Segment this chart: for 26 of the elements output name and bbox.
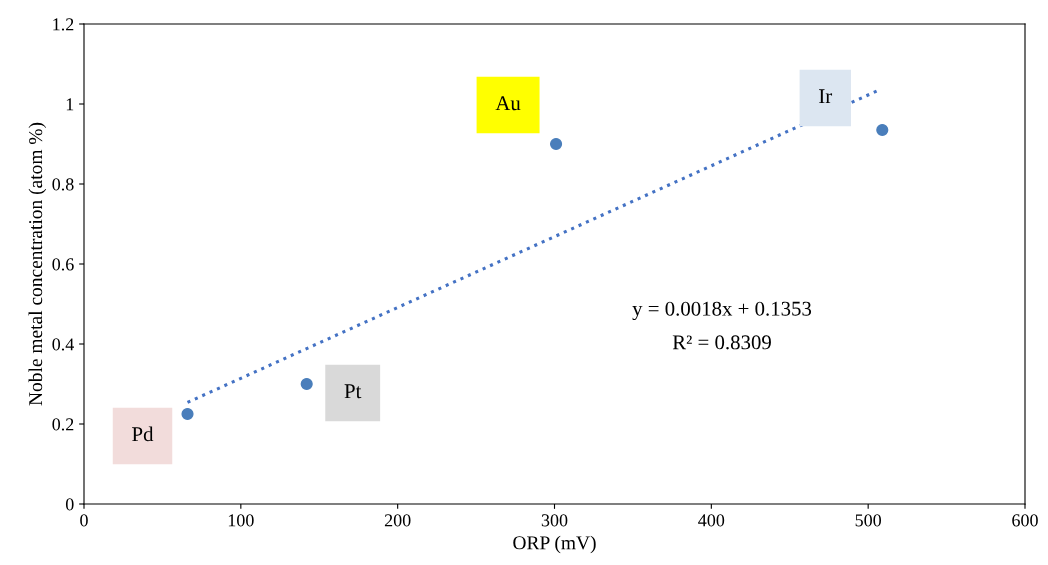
x-tick-label: 200 <box>384 514 411 527</box>
y-tick-label: 1 <box>66 98 74 111</box>
x-tick-label: 400 <box>698 514 725 527</box>
y-tick-label: 0.2 <box>52 418 74 431</box>
y-tick-label: 0.4 <box>52 338 74 351</box>
point <box>300 377 313 391</box>
x-tick-label: 300 <box>541 514 568 527</box>
annotation: R² = 0.8309 <box>672 335 771 350</box>
point <box>181 407 194 421</box>
x-tick-label: 500 <box>855 514 882 527</box>
annotation: Pt <box>344 384 362 399</box>
point <box>876 123 889 137</box>
annotation: Au <box>495 96 521 111</box>
x-tick-label: 0 <box>80 514 88 527</box>
annotation: Pd <box>132 426 154 442</box>
x-tick-label: 600 <box>1012 514 1038 527</box>
y-tick-label: 0.6 <box>52 258 74 271</box>
x-tick-label: 100 <box>228 514 254 527</box>
y-axis-title: Noble metal concentration (atom %) <box>28 122 47 406</box>
x-axis-title: ORP (mV) <box>513 535 596 554</box>
y-tick-label: 0 <box>65 498 74 511</box>
annotation: Ir <box>819 89 833 104</box>
y-tick-label: 0.8 <box>52 178 74 191</box>
y-tick-label: 1.2 <box>53 18 74 31</box>
annotation: y = 0.0018x + 0.1353 <box>632 301 812 321</box>
point <box>549 137 563 151</box>
